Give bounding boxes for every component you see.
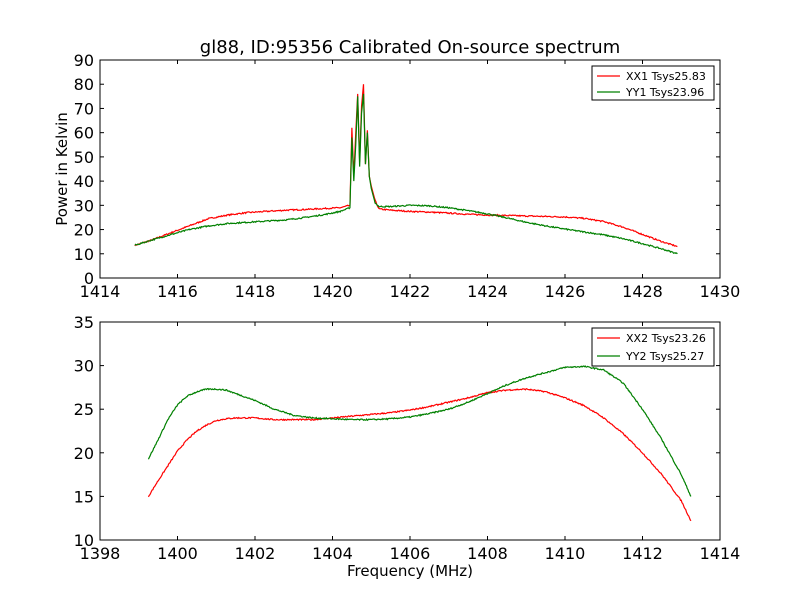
y-tick-label: 60: [74, 124, 94, 143]
y-tick-label: 20: [74, 221, 94, 240]
legend-label: XX1 Tsys25.83: [626, 70, 706, 83]
panel-1: 1414 1416 1418 1420 1422 1424 1426 1428 1430 0 10 2…: [74, 51, 741, 301]
x-tick-label: 1406: [390, 544, 431, 563]
x-tick-label: 1424: [467, 282, 508, 301]
series-line-2-2: [147, 365, 692, 497]
legend-2: XX2 Tsys23.26 YY2 Tsys25.27: [591, 327, 715, 367]
x-tick-label: 1430: [700, 282, 741, 301]
x-tick-label: 1420: [312, 282, 353, 301]
y-tick-label: 0: [84, 269, 94, 288]
legend-box: [591, 65, 715, 101]
y-tick-label: 35: [74, 313, 94, 332]
y-tick-label: 40: [74, 172, 94, 191]
legend-label: YY1 Tsys23.96: [625, 86, 704, 99]
x-axis-label: Frequency (MHz): [347, 562, 473, 580]
y-tick-label: 70: [74, 99, 94, 118]
panel-2: 1398 1400 1402 1404 1406 1408 1410 1412 1414 10 15…: [74, 313, 741, 563]
y-tick-label: 15: [74, 487, 94, 506]
x-tick-label: 1414: [80, 282, 121, 301]
x-tick-label: 1418: [235, 282, 276, 301]
x-tick-label: 1408: [467, 544, 508, 563]
y-tick-label: 50: [74, 148, 94, 167]
x-tick-label: 1422: [390, 282, 431, 301]
chart-title: gl88, ID:95356 Calibrated On-source spec…: [200, 37, 620, 58]
series-line-2-1: [147, 388, 692, 522]
series-line-1-1: [134, 84, 678, 248]
x-tick-label: 1400: [157, 544, 198, 563]
y-tick-label: 20: [74, 444, 94, 463]
panels: 1414 1416 1418 1420 1422 1424 1426 1428 1430 0 10 2…: [74, 51, 741, 563]
y-tick-label: 10: [74, 531, 94, 550]
x-tick-label: 1398: [80, 544, 121, 563]
legend-label: YY2 Tsys25.27: [625, 350, 704, 363]
y-tick-label: 10: [74, 245, 94, 264]
y-axis-label: Power in Kelvin: [53, 112, 71, 226]
x-tick-label: 1416: [157, 282, 198, 301]
x-tick-label: 1428: [622, 282, 663, 301]
x-tick-label: 1404: [312, 544, 353, 563]
y-tick-label: 80: [74, 75, 94, 94]
y-tick-label: 30: [74, 357, 94, 376]
legend-label: XX2 Tsys23.26: [626, 332, 706, 345]
y-tick-label: 90: [74, 51, 94, 70]
x-tick-label: 1414: [700, 544, 741, 563]
x-tick-label: 1426: [545, 282, 586, 301]
legend-box: [591, 327, 715, 367]
y-tick-label: 30: [74, 196, 94, 215]
x-tick-label: 1410: [545, 544, 586, 563]
series-line-1-2: [134, 93, 678, 255]
x-tick-label: 1402: [235, 544, 276, 563]
legend-1: XX1 Tsys25.83 YY1 Tsys23.96: [591, 65, 715, 101]
y-tick-label: 25: [74, 400, 94, 419]
x-tick-label: 1412: [622, 544, 663, 563]
